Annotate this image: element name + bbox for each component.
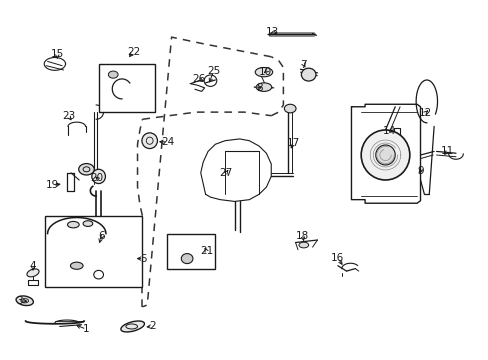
Text: 18: 18	[296, 231, 309, 242]
Text: 4: 4	[30, 261, 36, 271]
Text: 16: 16	[330, 253, 344, 263]
Ellipse shape	[375, 145, 394, 165]
Text: 8: 8	[256, 83, 263, 93]
Ellipse shape	[121, 321, 144, 332]
Ellipse shape	[301, 68, 315, 81]
Ellipse shape	[256, 83, 271, 91]
Text: 25: 25	[207, 66, 220, 76]
Bar	[45, 216, 142, 287]
Text: 21: 21	[200, 247, 213, 256]
Text: 7: 7	[300, 60, 306, 69]
Text: 6: 6	[99, 231, 105, 242]
Ellipse shape	[255, 67, 272, 77]
Ellipse shape	[27, 269, 39, 277]
Text: 23: 23	[62, 111, 75, 121]
Ellipse shape	[142, 133, 157, 149]
Ellipse shape	[83, 221, 93, 226]
Ellipse shape	[16, 296, 33, 306]
Ellipse shape	[70, 262, 83, 269]
Text: 12: 12	[418, 108, 431, 118]
Text: 14: 14	[382, 126, 395, 136]
Ellipse shape	[284, 104, 295, 113]
Text: 27: 27	[219, 168, 232, 178]
Text: 26: 26	[192, 74, 205, 84]
Text: 5: 5	[140, 253, 146, 264]
Text: 3: 3	[17, 296, 23, 306]
Text: 13: 13	[265, 27, 279, 37]
Text: 24: 24	[161, 137, 174, 147]
Ellipse shape	[298, 242, 308, 248]
Text: 17: 17	[286, 138, 299, 148]
Text: 2: 2	[148, 321, 155, 332]
Text: 22: 22	[127, 47, 140, 57]
Text: 15: 15	[51, 49, 64, 59]
Ellipse shape	[361, 130, 409, 180]
Text: 19: 19	[46, 180, 59, 190]
Text: 11: 11	[440, 147, 453, 157]
Text: 10: 10	[258, 67, 271, 77]
Bar	[166, 234, 215, 269]
Text: 1: 1	[83, 324, 90, 334]
Text: 20: 20	[90, 173, 103, 183]
Ellipse shape	[67, 221, 79, 228]
Bar	[99, 64, 154, 112]
Ellipse shape	[92, 169, 105, 184]
Ellipse shape	[108, 71, 118, 78]
Ellipse shape	[181, 253, 193, 264]
Text: 9: 9	[416, 166, 423, 176]
Ellipse shape	[79, 163, 94, 175]
